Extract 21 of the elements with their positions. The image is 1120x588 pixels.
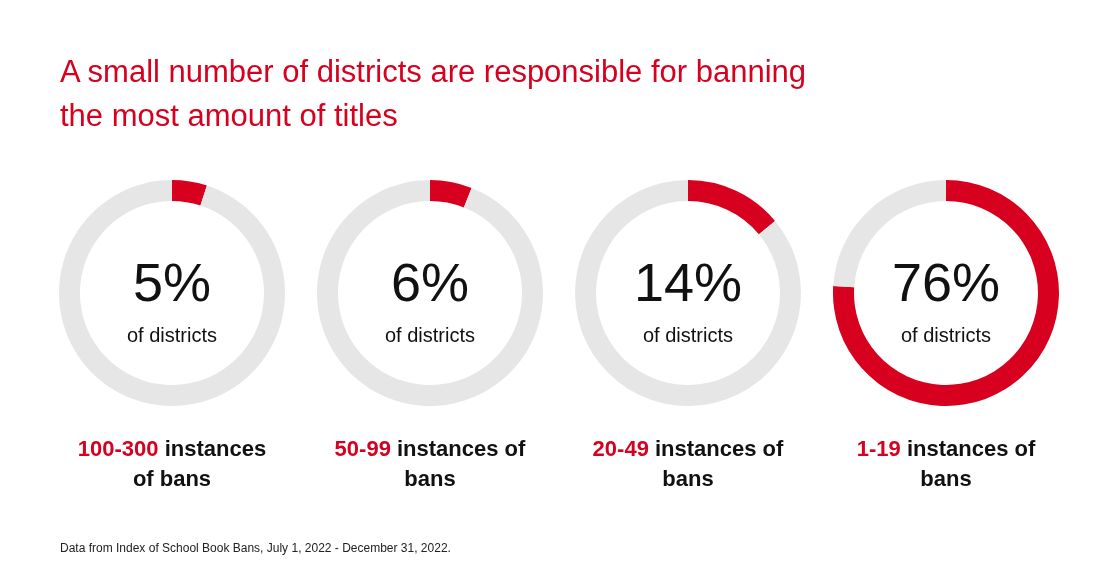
text: of districts [642, 324, 734, 346]
donut-slice [172, 180, 207, 206]
text: of districts [900, 324, 992, 346]
donut-slice [59, 180, 285, 406]
donut-slice [688, 180, 776, 235]
data-label: 76% [891, 252, 1001, 312]
text: Data from Index of School Book Bans, July 1, 2022 - December 31, 2022. [60, 541, 451, 555]
donut-slice [430, 180, 472, 208]
donut-slice [575, 180, 801, 406]
text: 50-99 instances of bans [334, 436, 526, 491]
donut-slice [833, 180, 1059, 406]
text: of districts [384, 324, 476, 346]
text: 1-19 instances of bans [856, 436, 1036, 491]
donut-slice [317, 180, 543, 406]
data-label: 6% [390, 252, 470, 312]
text: 20-49 instances of bans [592, 436, 784, 491]
data-label: 5% [132, 252, 212, 312]
text: 100-300 instances of bans [77, 436, 267, 491]
data-label: 14% [633, 252, 743, 312]
text: A small number of districts are responsible for banning the most amount of titles [60, 54, 807, 133]
text: of districts [126, 324, 218, 346]
